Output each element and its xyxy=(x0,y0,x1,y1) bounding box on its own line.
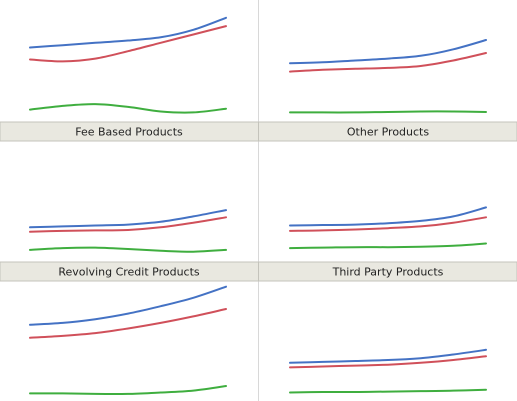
series-line xyxy=(29,216,227,233)
series-line xyxy=(289,206,487,227)
panel-strip-label: Other Products xyxy=(347,126,429,139)
chart-panel xyxy=(289,348,487,394)
series-line xyxy=(29,103,227,114)
series-line xyxy=(29,25,227,63)
series-line xyxy=(289,39,487,65)
series-line xyxy=(29,308,227,339)
series-line xyxy=(289,388,487,394)
chart-panel xyxy=(289,39,487,114)
series-line xyxy=(29,16,227,49)
panel-strip-label: Revolving Credit Products xyxy=(58,266,200,279)
series-line xyxy=(29,209,227,229)
series-line xyxy=(29,246,227,253)
series-line xyxy=(289,348,487,364)
chart-panels xyxy=(29,16,487,396)
strip-header-row: Revolving Credit Products Third Party Pro… xyxy=(0,261,517,282)
series-line xyxy=(289,52,487,73)
panel-strip-label: Fee Based Products xyxy=(75,126,183,139)
strip-header-row: Fee Based Products Other Products xyxy=(0,121,517,142)
series-line xyxy=(29,285,227,326)
series-line xyxy=(29,385,227,396)
chart-panel xyxy=(29,209,227,253)
series-line xyxy=(289,355,487,369)
series-line xyxy=(289,242,487,250)
series-line xyxy=(289,110,487,114)
chart-panel xyxy=(29,16,227,114)
chart-panel xyxy=(29,285,227,396)
series-line xyxy=(289,216,487,232)
panel-strip-label: Third Party Products xyxy=(332,266,444,279)
chart-panel xyxy=(289,206,487,250)
